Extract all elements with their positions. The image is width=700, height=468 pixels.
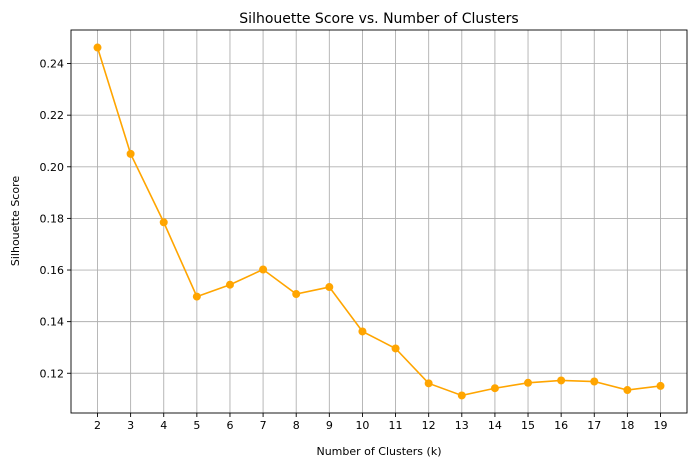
x-tick-label: 14 bbox=[488, 419, 502, 432]
data-point bbox=[126, 149, 135, 158]
plot-frame bbox=[70, 29, 688, 414]
x-tick-label: 4 bbox=[160, 419, 167, 432]
data-point bbox=[524, 378, 533, 387]
x-tick-label: 9 bbox=[326, 419, 333, 432]
data-point bbox=[490, 384, 499, 393]
x-tick-label: 2 bbox=[94, 419, 101, 432]
data-point bbox=[192, 292, 201, 301]
x-tick-label: 18 bbox=[620, 419, 634, 432]
y-tick-label: 0.22 bbox=[40, 109, 65, 122]
data-point bbox=[557, 376, 566, 385]
data-point bbox=[225, 280, 234, 289]
chart-title: Silhouette Score vs. Number of Clusters bbox=[239, 11, 518, 27]
data-point bbox=[590, 377, 599, 386]
y-tick-label: 0.24 bbox=[40, 58, 65, 71]
y-tick-label: 0.20 bbox=[40, 161, 65, 174]
y-tick-label: 0.14 bbox=[40, 316, 65, 329]
x-tick-label: 12 bbox=[422, 419, 436, 432]
x-tick-label: 7 bbox=[260, 419, 267, 432]
series-polyline bbox=[96, 47, 661, 397]
grid-lines bbox=[71, 30, 687, 413]
y-axis-label: Silhouette Score bbox=[9, 176, 22, 266]
data-point bbox=[93, 43, 102, 52]
data-point bbox=[457, 391, 466, 400]
x-tick-label: 6 bbox=[226, 419, 233, 432]
x-tick-label: 8 bbox=[293, 419, 300, 432]
x-tick-label: 11 bbox=[389, 419, 403, 432]
y-tick-label: 0.18 bbox=[40, 212, 65, 225]
data-point bbox=[159, 218, 168, 227]
series-line bbox=[93, 43, 665, 400]
data-point bbox=[325, 283, 334, 292]
data-point bbox=[391, 344, 400, 353]
x-tick-label: 19 bbox=[654, 419, 668, 432]
x-axis-label: Number of Clusters (k) bbox=[316, 445, 441, 458]
x-tick-label: 15 bbox=[521, 419, 535, 432]
data-point bbox=[424, 379, 433, 388]
data-point bbox=[623, 386, 632, 395]
x-tick-label: 16 bbox=[554, 419, 568, 432]
data-point bbox=[292, 290, 301, 299]
x-tick-label: 3 bbox=[127, 419, 134, 432]
data-point bbox=[259, 265, 268, 274]
x-tick-label: 13 bbox=[455, 419, 469, 432]
data-point bbox=[358, 327, 367, 336]
data-point bbox=[656, 381, 665, 390]
y-tick-label: 0.12 bbox=[40, 367, 65, 380]
y-tick-label: 0.16 bbox=[40, 264, 65, 277]
axis-ticks: 2 3 4 5 6 7 8 9 10 11 12 13 14 15 16 17 18 19 0.12 0.14 0.16… bbox=[40, 58, 668, 432]
x-tick-label: 17 bbox=[587, 419, 601, 432]
x-tick-label: 5 bbox=[193, 419, 200, 432]
x-tick-label: 10 bbox=[355, 419, 369, 432]
